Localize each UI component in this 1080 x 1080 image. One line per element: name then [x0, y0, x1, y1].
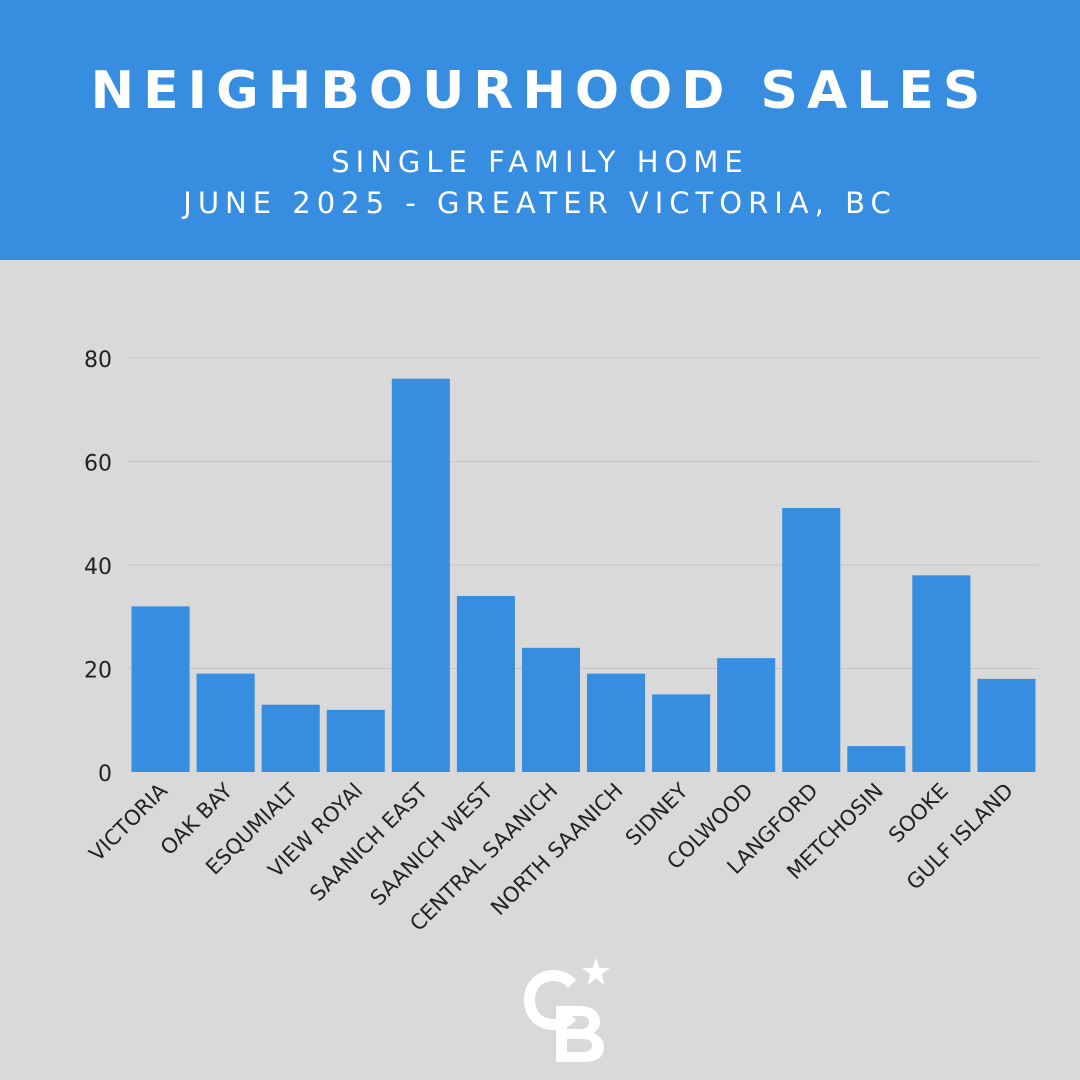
header-banner: NEIGHBOURHOOD SALES SINGLE FAMILY HOME J…: [0, 0, 1080, 260]
x-tick-label: VICTORIA: [85, 778, 173, 866]
y-axis: 0 20 40 60 80: [84, 348, 112, 787]
bar: [847, 746, 906, 772]
y-tick-label: 60: [84, 452, 112, 477]
bar: [782, 508, 841, 772]
bar: [391, 378, 450, 772]
subtitle-date-region: JUNE 2025 - GREATER VICTORIA, BC: [183, 186, 897, 220]
bar: [717, 658, 776, 772]
bar: [196, 673, 255, 772]
x-tick-label: SAANICH WEST: [366, 778, 498, 910]
bar: [261, 704, 320, 772]
chart-gridlines: [128, 357, 1039, 669]
bar: [326, 709, 385, 772]
bar: [912, 575, 971, 772]
bar: [521, 647, 580, 772]
subtitle-property-type: SINGLE FAMILY HOME: [331, 145, 749, 179]
x-tick-label: SAANICH EAST: [305, 778, 432, 905]
coldwell-banker-cb-logo-icon: [524, 958, 610, 1062]
y-tick-label: 20: [84, 659, 112, 684]
y-tick-label: 0: [98, 762, 112, 787]
y-tick-label: 40: [84, 555, 112, 580]
bar: [456, 596, 515, 772]
page-title: NEIGHBOURHOOD SALES: [90, 61, 990, 121]
y-tick-label: 80: [84, 348, 112, 373]
bar: [652, 694, 711, 772]
bar: [587, 673, 646, 772]
bar: [977, 678, 1036, 772]
chart-bars: [131, 378, 1036, 772]
bar: [131, 606, 190, 772]
